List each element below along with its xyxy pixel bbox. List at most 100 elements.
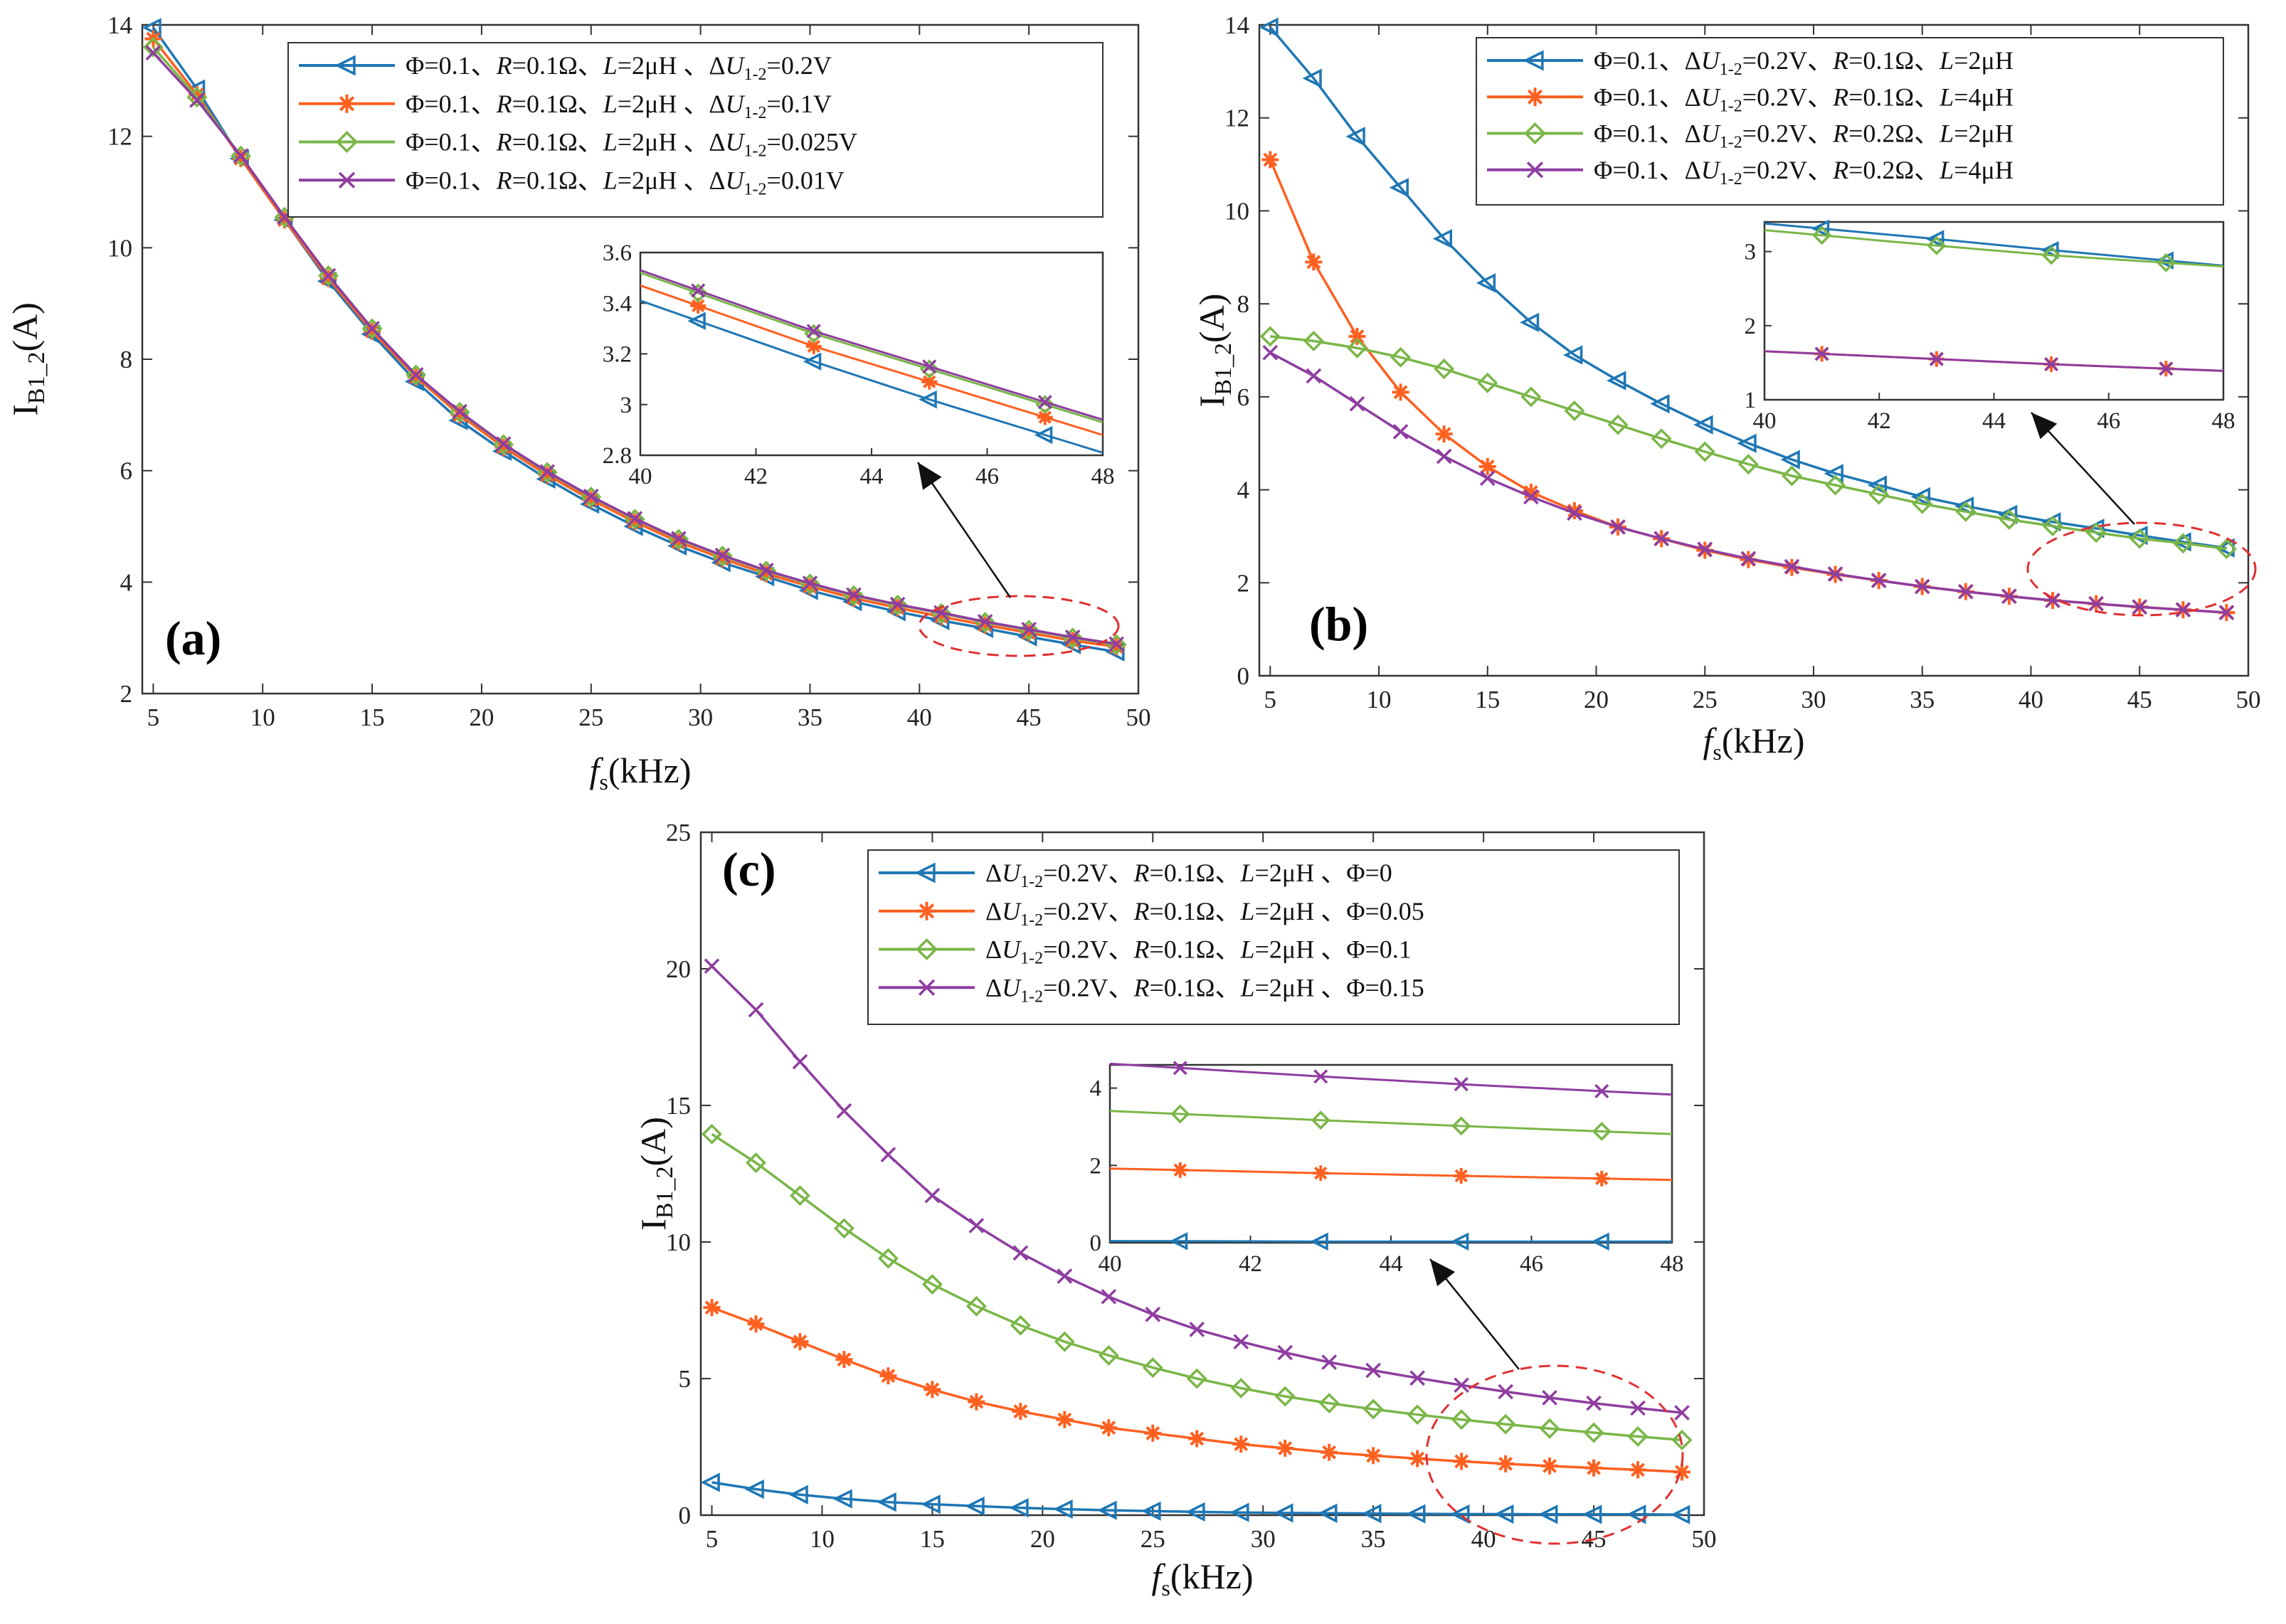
legend-box [1476,37,2224,206]
inset-data-point [804,324,824,344]
data-point [1302,68,1322,88]
plot-frame [699,831,1705,1517]
data-point [408,367,424,383]
data-point [1261,151,1279,169]
inset-data-point [688,283,708,303]
data-point [1671,1429,1693,1450]
data-point [320,267,337,284]
data-point [2088,595,2104,612]
data-point [1629,1461,1647,1479]
data-point [1650,394,1670,414]
legend-entry: ΔU1-2=0.2V、R=0.1Ω、L=2μH 、Φ=0.05 [879,897,1424,930]
inset-series-4 [640,269,1104,421]
data-point [1409,1370,1425,1386]
data-point [1651,428,1672,450]
inset-frame [639,251,1104,457]
inset-data-point [1594,1170,1610,1187]
x-tick-label: 5 [706,1525,719,1553]
data-point [233,148,249,164]
data-point [889,596,906,612]
data-point [835,1351,853,1369]
x-tick-label: 35 [1361,1525,1386,1553]
legend-label: ΔU1-2=0.2V、R=0.1Ω、L=2μH 、Φ=0.15 [985,973,1424,1006]
inset-series-3 [1764,225,2224,272]
zoom-arrow-head [1430,1259,1456,1287]
data-point [1362,1399,1384,1420]
data-point [1186,1368,1207,1389]
data-point [493,434,514,455]
inset-frame [1108,1063,1673,1244]
inset-data-point [1811,219,1830,238]
data-point [1012,1245,1029,1261]
data-point [788,1485,808,1504]
inset-y-tick-label: 3.2 [603,342,632,368]
data-point [1362,1504,1382,1524]
x-tick-label: 40 [2018,686,2043,713]
inset-y-tick-label: 3 [1745,240,1757,265]
data-point [1454,1377,1469,1394]
legend-marker [918,979,936,996]
data-point [789,1185,810,1206]
inset-data-point [1591,1232,1609,1251]
data-point [921,1274,943,1295]
x-tick-label: 15 [920,1525,945,1553]
inset-data-point [1812,225,1832,245]
data-point [1365,1362,1382,1379]
data-point [1321,1443,1338,1461]
x-tick-label: 10 [1367,686,1392,713]
data-point [1450,1504,1470,1524]
y-axis-label: IB1_2(A) [1192,294,1237,408]
data-point [1825,474,1846,496]
data-point [1479,470,1496,487]
legend-marker [917,901,936,920]
zoom-region-ellipse [918,595,1120,657]
data-point [1407,1404,1428,1426]
data-point [1409,1450,1427,1468]
data-point [1141,1501,1161,1521]
inset-data-point [1592,1122,1612,1141]
inset-series-line [640,272,1104,424]
inset-plot: 40 42 44 46 48 0 2 4 [1090,1061,1684,1277]
data-point [1586,1395,1602,1411]
data-point [1607,371,1626,391]
data-point [671,531,687,547]
inset-series-4 [1764,346,2224,376]
legend: Φ=0.1、ΔU1-2=0.2V、R=0.1Ω、L=2μH Φ=0.1、ΔU1-2… [1476,37,2224,206]
inset-plot: 40 42 44 46 48 1 2 3 [1745,219,2235,434]
data-point [1495,1413,1516,1435]
data-point [1740,551,1757,567]
data-point [1101,1288,1117,1305]
y-tick-label: 8 [1237,290,1250,318]
y-tick-label: 20 [666,955,691,983]
data-point [1142,1357,1163,1379]
data-point [758,563,774,578]
inset-x-tick-label: 46 [975,464,999,489]
inset-data-point [687,312,706,330]
x-tick-label: 45 [2127,686,2152,713]
data-point [1305,253,1323,271]
legend-marker [334,55,356,76]
data-point [1062,627,1084,649]
x-tick-label: 35 [798,704,822,731]
data-point [361,318,383,339]
legend-entry: Φ=0.1、ΔU1-2=0.2V、R=0.2Ω、L=4μH [1487,156,2014,189]
x-tick-label: 10 [810,1525,835,1553]
data-point [1436,448,1452,465]
legend-entry: Φ=0.1、ΔU1-2=0.2V、R=0.1Ω、L=4μH [1487,83,2014,115]
inset-series-1 [640,299,1104,454]
data-point [2218,605,2235,620]
data-point [1053,1499,1073,1519]
inset-series-3 [640,272,1104,424]
data-point [1233,1334,1249,1349]
inset-data-point [1310,1232,1328,1251]
inset-data-point [1037,395,1052,410]
legend: Φ=0.1、R=0.1Ω、L=2μH 、ΔU1-2=0.2V Φ=0.1、R=0.… [287,42,1104,218]
inset-series-line [1764,350,2224,372]
data-point [1100,1419,1118,1437]
y-tick-label: 0 [679,1502,692,1529]
data-point [1737,454,1759,475]
x-tick-label: 15 [1475,686,1500,713]
legend-label: ΔU1-2=0.2V、R=0.1Ω、L=2μH 、Φ=0.1 [985,935,1412,968]
series-3 [702,1123,1693,1450]
data-point [1870,573,1887,588]
